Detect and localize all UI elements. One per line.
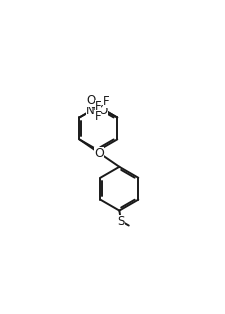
Text: F: F <box>94 100 101 113</box>
Text: F: F <box>103 95 109 108</box>
Text: −: − <box>102 102 110 112</box>
Text: O: O <box>86 94 95 107</box>
Text: N: N <box>86 105 95 117</box>
Text: O: O <box>94 147 104 160</box>
Text: S: S <box>117 214 124 228</box>
Text: F: F <box>94 110 101 122</box>
Text: +: + <box>90 103 98 112</box>
Text: O: O <box>98 104 107 116</box>
